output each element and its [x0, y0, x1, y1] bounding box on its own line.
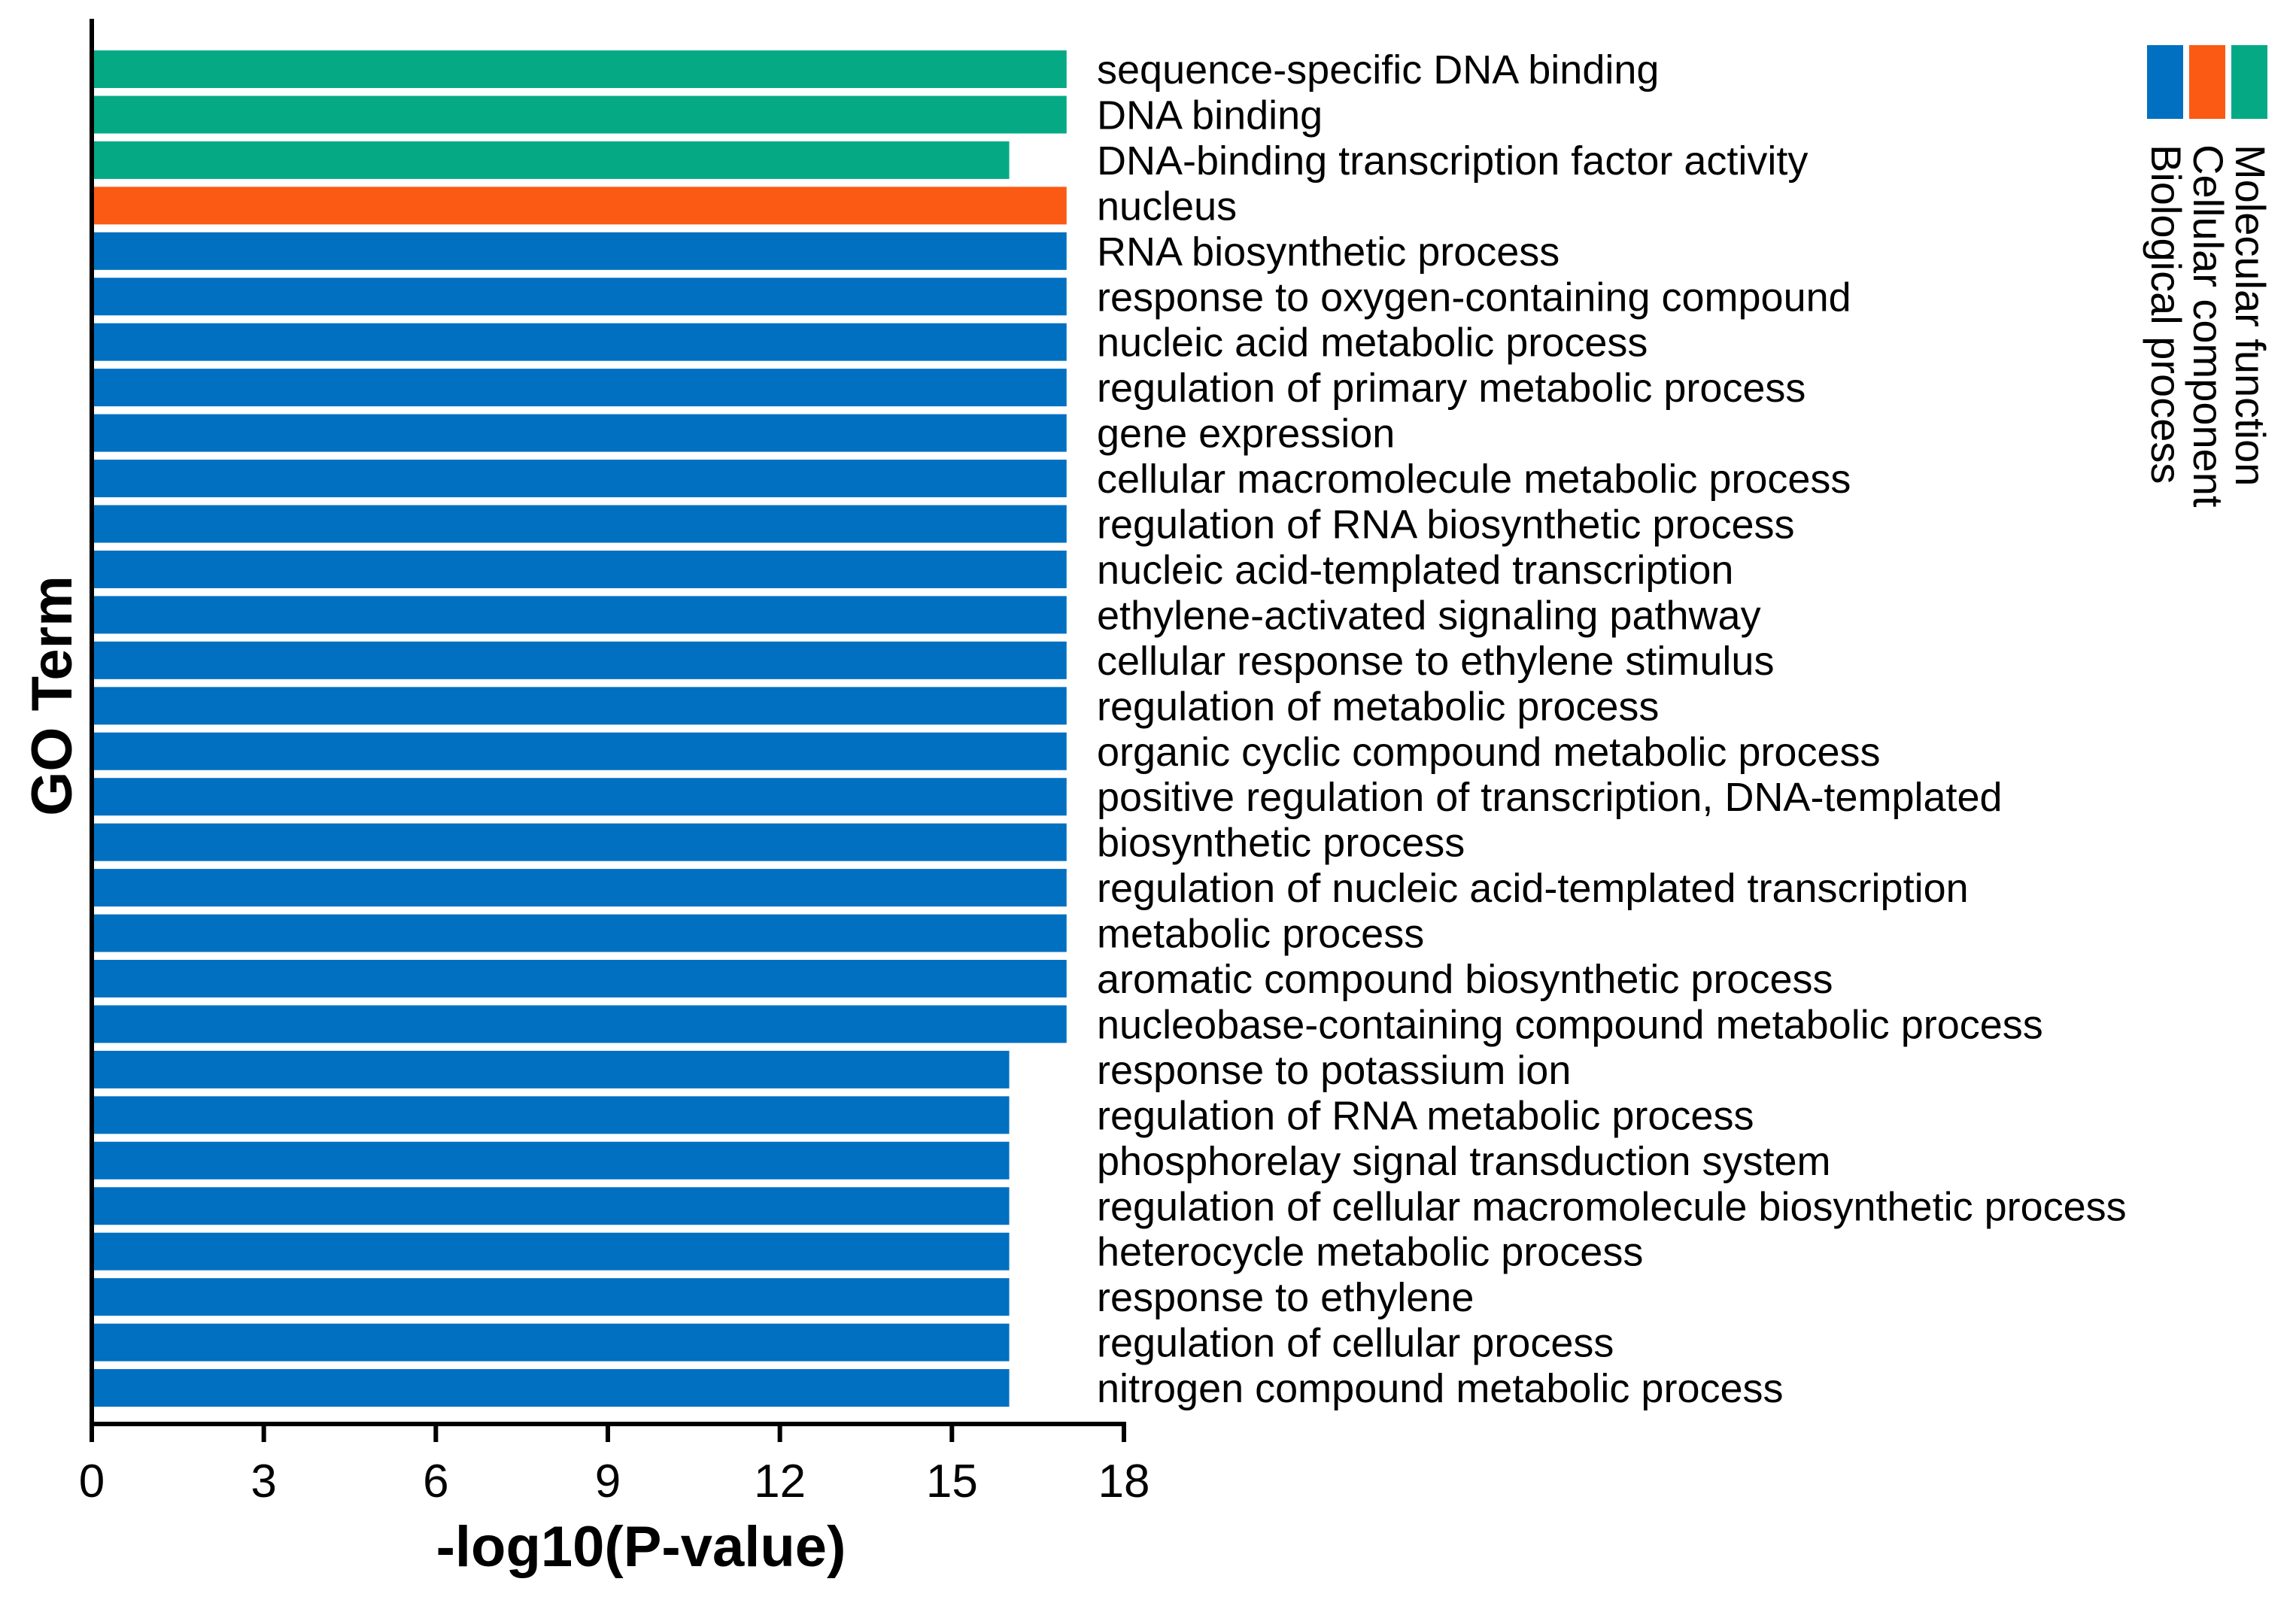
bar-positive-regulation-of-transcription-dna-templated: [92, 778, 1067, 816]
term-label-dna-binding-transcription-factor-activity: DNA-binding transcription factor activit…: [1097, 138, 1808, 184]
bar-regulation-of-rna-biosynthetic-process: [92, 505, 1067, 543]
term-label-regulation-of-cellular-macromolecule-biosynthetic-process: regulation of cellular macromolecule bio…: [1097, 1184, 2127, 1229]
bar-nucleobase-containing-compound-metabolic-process: [92, 1005, 1067, 1043]
x-tick-label-12: 12: [754, 1456, 806, 1507]
legend-swatch-cellular-component: [2189, 45, 2225, 119]
bar-cellular-macromolecule-metabolic-process: [92, 460, 1067, 498]
bar-nitrogen-compound-metabolic-process: [92, 1369, 1010, 1407]
bar-phosphorelay-signal-transduction-system: [92, 1141, 1010, 1180]
bar-heterocycle-metabolic-process: [92, 1232, 1010, 1271]
term-label-regulation-of-rna-biosynthetic-process: regulation of RNA biosynthetic process: [1097, 502, 1795, 548]
bar-nucleus: [92, 187, 1067, 225]
bar-regulation-of-cellular-macromolecule-biosynthetic-process: [92, 1187, 1010, 1225]
x-tick-label-6: 6: [423, 1456, 448, 1507]
bar-gene-expression: [92, 414, 1067, 452]
term-label-ethylene-activated-signaling-pathway: ethylene-activated signaling pathway: [1097, 593, 1761, 638]
term-label-regulation-of-metabolic-process: regulation of metabolic process: [1097, 684, 1659, 729]
term-label-sequence-specific-dna-binding: sequence-specific DNA binding: [1097, 47, 1659, 93]
bar-ethylene-activated-signaling-pathway: [92, 596, 1067, 634]
term-label-response-to-potassium-ion: response to potassium ion: [1097, 1048, 1571, 1093]
term-label-cellular-response-to-ethylene-stimulus: cellular response to ethylene stimulus: [1097, 639, 1774, 684]
bar-regulation-of-metabolic-process: [92, 687, 1067, 725]
bar-aromatic-compound-biosynthetic-process: [92, 960, 1067, 997]
bar-metabolic-process: [92, 914, 1067, 952]
bar-response-to-oxygen-containing-compound: [92, 278, 1067, 316]
term-label-regulation-of-cellular-process: regulation of cellular process: [1097, 1321, 1614, 1366]
legend-swatch-biological-process: [2147, 45, 2183, 119]
legend-label-molecular-function: Molecular function: [2227, 144, 2274, 486]
bar-biosynthetic-process: [92, 823, 1067, 861]
term-label-positive-regulation-of-transcription-dna-templated: positive regulation of transcription, DN…: [1097, 775, 2003, 820]
term-label-cellular-macromolecule-metabolic-process: cellular macromolecule metabolic process: [1097, 457, 1851, 502]
bar-nucleic-acid-templated-transcription: [92, 550, 1067, 588]
term-label-organic-cyclic-compound-metabolic-process: organic cyclic compound metabolic proces…: [1097, 730, 1880, 775]
bar-regulation-of-primary-metabolic-process: [92, 369, 1067, 407]
bar-regulation-of-cellular-process: [92, 1323, 1010, 1362]
x-tick-label-0: 0: [79, 1456, 105, 1507]
term-label-nucleic-acid-templated-transcription: nucleic acid-templated transcription: [1097, 548, 1733, 593]
bar-nucleic-acid-metabolic-process: [92, 323, 1067, 361]
bar-dna-binding-transcription-factor-activity: [92, 141, 1010, 179]
bar-cellular-response-to-ethylene-stimulus: [92, 641, 1067, 679]
term-label-dna-binding: DNA binding: [1097, 93, 1323, 138]
x-axis-title: -log10(P-value): [436, 1515, 846, 1579]
bar-organic-cyclic-compound-metabolic-process: [92, 732, 1067, 770]
term-label-nucleobase-containing-compound-metabolic-process: nucleobase-containing compound metabolic…: [1097, 1002, 2043, 1047]
bar-regulation-of-rna-metabolic-process: [92, 1096, 1010, 1134]
y-axis-title: GO Term: [20, 575, 84, 816]
bar-dna-binding: [92, 96, 1067, 134]
term-label-gene-expression: gene expression: [1097, 411, 1395, 457]
bar-response-to-ethylene: [92, 1278, 1010, 1316]
term-label-nucleic-acid-metabolic-process: nucleic acid metabolic process: [1097, 320, 1648, 366]
term-label-response-to-ethylene: response to ethylene: [1097, 1275, 1474, 1320]
legend-label-cellular-component: Cellular component: [2185, 144, 2232, 508]
term-label-regulation-of-primary-metabolic-process: regulation of primary metabolic process: [1097, 366, 1806, 411]
x-tick-label-9: 9: [595, 1456, 621, 1507]
bar-rna-biosynthetic-process: [92, 232, 1067, 270]
x-tick-label-3: 3: [251, 1456, 276, 1507]
bar-regulation-of-nucleic-acid-templated-transcription: [92, 869, 1067, 907]
x-ticks-group: 0 3 6 9 12 15 18: [79, 1424, 1150, 1507]
term-label-nucleus: nucleus: [1097, 184, 1237, 229]
term-label-metabolic-process: metabolic process: [1097, 912, 1424, 957]
x-tick-label-18: 18: [1098, 1456, 1150, 1507]
term-label-biosynthetic-process: biosynthetic process: [1097, 821, 1465, 866]
bar-response-to-potassium-ion: [92, 1050, 1010, 1088]
legend-swatch-molecular-function: [2231, 45, 2267, 119]
term-label-regulation-of-rna-metabolic-process: regulation of RNA metabolic process: [1097, 1093, 1754, 1138]
legend-label-biological-process: Biological process: [2143, 144, 2190, 484]
term-label-response-to-oxygen-containing-compound: response to oxygen-containing compound: [1097, 275, 1851, 320]
term-label-heterocycle-metabolic-process: heterocycle metabolic process: [1097, 1230, 1643, 1275]
x-tick-label-15: 15: [926, 1456, 978, 1507]
bar-sequence-specific-dna-binding: [92, 50, 1067, 88]
term-label-rna-biosynthetic-process: RNA biosynthetic process: [1097, 229, 1560, 275]
term-label-phosphorelay-signal-transduction-system: phosphorelay signal transduction system: [1097, 1139, 1831, 1184]
term-label-aromatic-compound-biosynthetic-process: aromatic compound biosynthetic process: [1097, 957, 1833, 1002]
term-label-nitrogen-compound-metabolic-process: nitrogen compound metabolic process: [1097, 1366, 1784, 1411]
term-label-regulation-of-nucleic-acid-templated-transcription: regulation of nucleic acid-templated tra…: [1097, 866, 1969, 911]
bars-group: [92, 50, 1067, 1407]
